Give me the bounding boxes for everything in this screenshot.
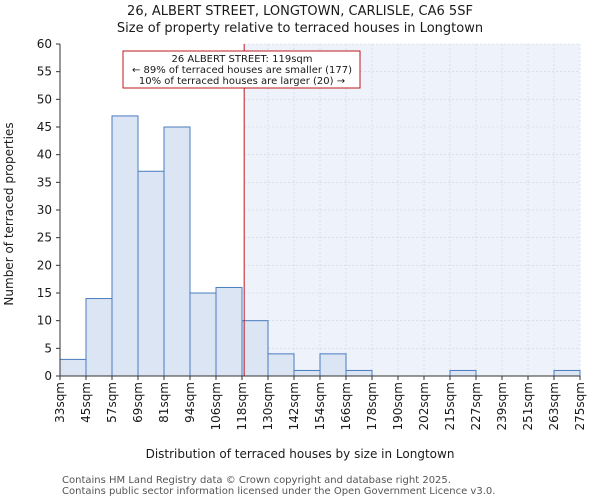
y-tick-label: 20	[37, 258, 52, 272]
histogram-bar	[85, 298, 113, 377]
x-tick-label: 154sqm	[313, 382, 327, 430]
chart-title-line-2: Size of property relative to terraced ho…	[117, 21, 483, 36]
y-tick-label: 35	[37, 175, 52, 189]
x-tick-label: 263sqm	[547, 382, 561, 430]
annotation-box	[122, 50, 361, 89]
x-tick-label: 130sqm	[261, 382, 275, 430]
histogram-bar	[111, 115, 139, 377]
y-tick-label: 10	[37, 314, 52, 328]
y-tick-label: 60	[37, 37, 52, 51]
x-tick-label: 94sqm	[183, 382, 197, 423]
marker-annotation: 26 ALBERT STREET: 119sqm ← 89% of terrac…	[122, 50, 361, 89]
x-tick-label: 251sqm	[521, 382, 535, 430]
y-tick-label: 40	[37, 148, 52, 162]
annotation-line-2: ← 89% of terraced houses are smaller (17…	[132, 65, 352, 76]
footer-line-1: Contains HM Land Registry data © Crown c…	[62, 475, 451, 486]
histogram-bar	[241, 320, 269, 377]
x-tick-label: 275sqm	[573, 382, 587, 430]
x-tick-label: 118sqm	[235, 382, 249, 430]
x-tick-label: 106sqm	[209, 382, 223, 430]
y-tick-label: 30	[37, 203, 52, 217]
histogram-bar	[345, 369, 373, 377]
histogram-bar	[293, 369, 321, 377]
y-axis-label: Number of terraced properties	[2, 122, 16, 305]
x-tick-label: 69sqm	[131, 382, 145, 423]
y-tick-label: 25	[37, 231, 52, 245]
y-tick-label: 50	[37, 92, 52, 106]
y-tick-label: 5	[44, 341, 52, 355]
x-tick-label: 215sqm	[443, 382, 457, 430]
histogram-bar	[553, 369, 581, 377]
histogram-bar	[163, 126, 191, 377]
histogram-bar	[215, 286, 243, 377]
annotation-line-1: 26 ALBERT STREET: 119sqm	[172, 54, 313, 65]
x-tick-label: 202sqm	[417, 382, 431, 430]
x-tick-label: 239sqm	[495, 382, 509, 430]
x-tick-label: 142sqm	[287, 382, 301, 430]
x-tick-label: 57sqm	[105, 382, 119, 423]
x-tick-label: 81sqm	[157, 382, 171, 423]
histogram-bar	[189, 292, 217, 377]
histogram-bar	[267, 353, 295, 377]
x-tick-label: 190sqm	[391, 382, 405, 430]
annotation-line-3: 10% of terraced houses are larger (20) →	[139, 76, 345, 87]
x-tick-label: 227sqm	[469, 382, 483, 430]
y-tick-label: 0	[44, 369, 52, 383]
histogram-bar	[319, 353, 347, 377]
larger-region-shade	[244, 44, 580, 376]
y-tick-label: 55	[37, 65, 52, 79]
x-tick-label: 33sqm	[53, 382, 67, 423]
x-tick-label: 166sqm	[339, 382, 353, 430]
y-tick-label: 15	[37, 286, 52, 300]
histogram-bar	[449, 369, 477, 377]
x-tick-label: 178sqm	[365, 382, 379, 430]
y-tick-label: 45	[37, 120, 52, 134]
chart-title-line-1: 26, ALBERT STREET, LONGTOWN, CARLISLE, C…	[127, 4, 473, 19]
histogram-bar	[137, 170, 165, 377]
histogram-bar	[59, 358, 87, 377]
x-axis-label: Distribution of terraced houses by size …	[146, 447, 455, 461]
x-tick-label: 45sqm	[79, 382, 93, 423]
footer-line-2: Contains public sector information licen…	[62, 486, 495, 497]
